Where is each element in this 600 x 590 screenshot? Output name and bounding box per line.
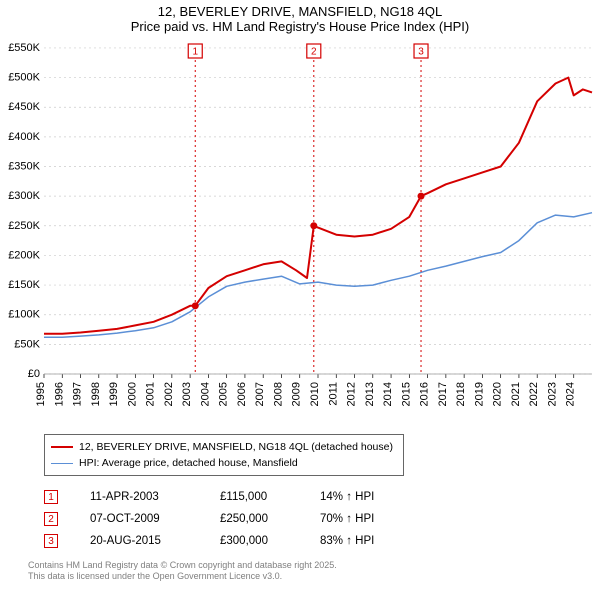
x-tick-label: 1998 <box>90 382 102 406</box>
sales-row: 3 20-AUG-2015£300,00083% ↑ HPI <box>44 530 600 552</box>
x-tick-label: 2006 <box>236 382 248 406</box>
legend: 12, BEVERLEY DRIVE, MANSFIELD, NG18 4QL … <box>44 434 404 476</box>
sales-price: £250,000 <box>220 513 320 525</box>
x-tick-label: 2011 <box>327 382 339 406</box>
x-tick-label: 1995 <box>35 382 47 406</box>
x-tick-label: 2019 <box>473 382 485 406</box>
chart-area: £0 £50K £100K £150K £200K £250K £300K £350K £400… <box>0 34 600 434</box>
series-subject <box>44 78 592 334</box>
legend-swatch <box>51 446 73 448</box>
x-tick-label: 2010 <box>309 382 321 406</box>
y-tick-label: £250K <box>8 220 40 232</box>
sales-delta: 83% ↑ HPI <box>320 535 420 547</box>
x-tick-label: 2018 <box>455 382 467 406</box>
sales-date: 11-APR-2003 <box>90 491 220 503</box>
x-tick-label: 2016 <box>419 382 431 406</box>
y-tick-label: £550K <box>8 42 40 54</box>
sales-price: £300,000 <box>220 535 320 547</box>
sales-date: 20-AUG-2015 <box>90 535 220 547</box>
sales-row: 2 07-OCT-2009£250,00070% ↑ HPI <box>44 508 600 530</box>
x-tick-label: 2012 <box>346 382 358 406</box>
y-tick-label: £200K <box>8 249 40 261</box>
sales-marker-3: 3 <box>44 534 58 548</box>
sales-row: 1 11-APR-2003£115,00014% ↑ HPI <box>44 486 600 508</box>
x-tick-label: 2007 <box>254 382 266 406</box>
marker-num-1: 1 <box>192 47 198 58</box>
sales-marker-1: 1 <box>44 490 58 504</box>
sales-delta: 70% ↑ HPI <box>320 513 420 525</box>
legend-label: 12, BEVERLEY DRIVE, MANSFIELD, NG18 4QL … <box>79 441 393 453</box>
chart-title-subtitle: Price paid vs. HM Land Registry's House … <box>0 19 600 34</box>
y-tick-label: £100K <box>8 309 40 321</box>
y-tick-label: £300K <box>8 190 40 202</box>
chart-title-address: 12, BEVERLEY DRIVE, MANSFIELD, NG18 4QL <box>0 4 600 19</box>
x-tick-label: 2005 <box>218 382 230 406</box>
attribution-footer: Contains HM Land Registry data © Crown c… <box>28 560 600 583</box>
x-tick-label: 2008 <box>272 382 284 406</box>
y-tick-label: £350K <box>8 161 40 173</box>
x-tick-label: 2014 <box>382 382 394 406</box>
x-tick-label: 2001 <box>145 382 157 406</box>
x-tick-label: 2003 <box>181 382 193 406</box>
sales-table: 1 11-APR-2003£115,00014% ↑ HPI 2 07-OCT-200… <box>44 486 600 552</box>
x-tick-label: 2020 <box>492 382 504 406</box>
sale-point-3 <box>418 193 425 200</box>
line-chart-svg: £0 £50K £100K £150K £200K £250K £300K £350K £400… <box>0 34 600 434</box>
sale-point-2 <box>310 222 317 229</box>
x-tick-label: 2024 <box>565 382 577 406</box>
y-tick-label: £0 <box>28 368 40 380</box>
x-tick-label: 2015 <box>400 382 412 406</box>
y-tick-label: £400K <box>8 131 40 143</box>
x-tick-label: 2022 <box>528 382 540 406</box>
sales-price: £115,000 <box>220 491 320 503</box>
footer-line1: Contains HM Land Registry data © Crown c… <box>28 560 600 571</box>
y-tick-label: £500K <box>8 72 40 84</box>
legend-row: HPI: Average price, detached house, Mans… <box>51 455 397 471</box>
x-tick-label: 2013 <box>364 382 376 406</box>
x-tick-label: 1996 <box>53 382 65 406</box>
legend-label: HPI: Average price, detached house, Mans… <box>79 457 298 469</box>
sale-point-1 <box>192 302 199 309</box>
y-tick-label: £50K <box>14 338 40 350</box>
y-tick-label: £150K <box>8 279 40 291</box>
y-tick-label: £450K <box>8 101 40 113</box>
marker-num-3: 3 <box>418 47 424 58</box>
x-tick-label: 2017 <box>437 382 449 406</box>
x-tick-label: 1997 <box>72 382 84 406</box>
legend-row: 12, BEVERLEY DRIVE, MANSFIELD, NG18 4QL … <box>51 439 397 455</box>
legend-swatch <box>51 463 73 464</box>
x-tick-label: 2002 <box>163 382 175 406</box>
sales-date: 07-OCT-2009 <box>90 513 220 525</box>
marker-num-2: 2 <box>311 47 317 58</box>
x-tick-label: 2023 <box>546 382 558 406</box>
x-tick-label: 2009 <box>291 382 303 406</box>
sales-marker-2: 2 <box>44 512 58 526</box>
x-tick-label: 2000 <box>126 382 138 406</box>
chart-title-block: 12, BEVERLEY DRIVE, MANSFIELD, NG18 4QL … <box>0 0 600 34</box>
x-tick-label: 1999 <box>108 382 120 406</box>
x-tick-label: 2004 <box>199 382 211 406</box>
footer-line2: This data is licensed under the Open Gov… <box>28 571 600 582</box>
sales-delta: 14% ↑ HPI <box>320 491 420 503</box>
series-hpi <box>44 213 592 338</box>
x-tick-label: 2021 <box>510 382 522 406</box>
